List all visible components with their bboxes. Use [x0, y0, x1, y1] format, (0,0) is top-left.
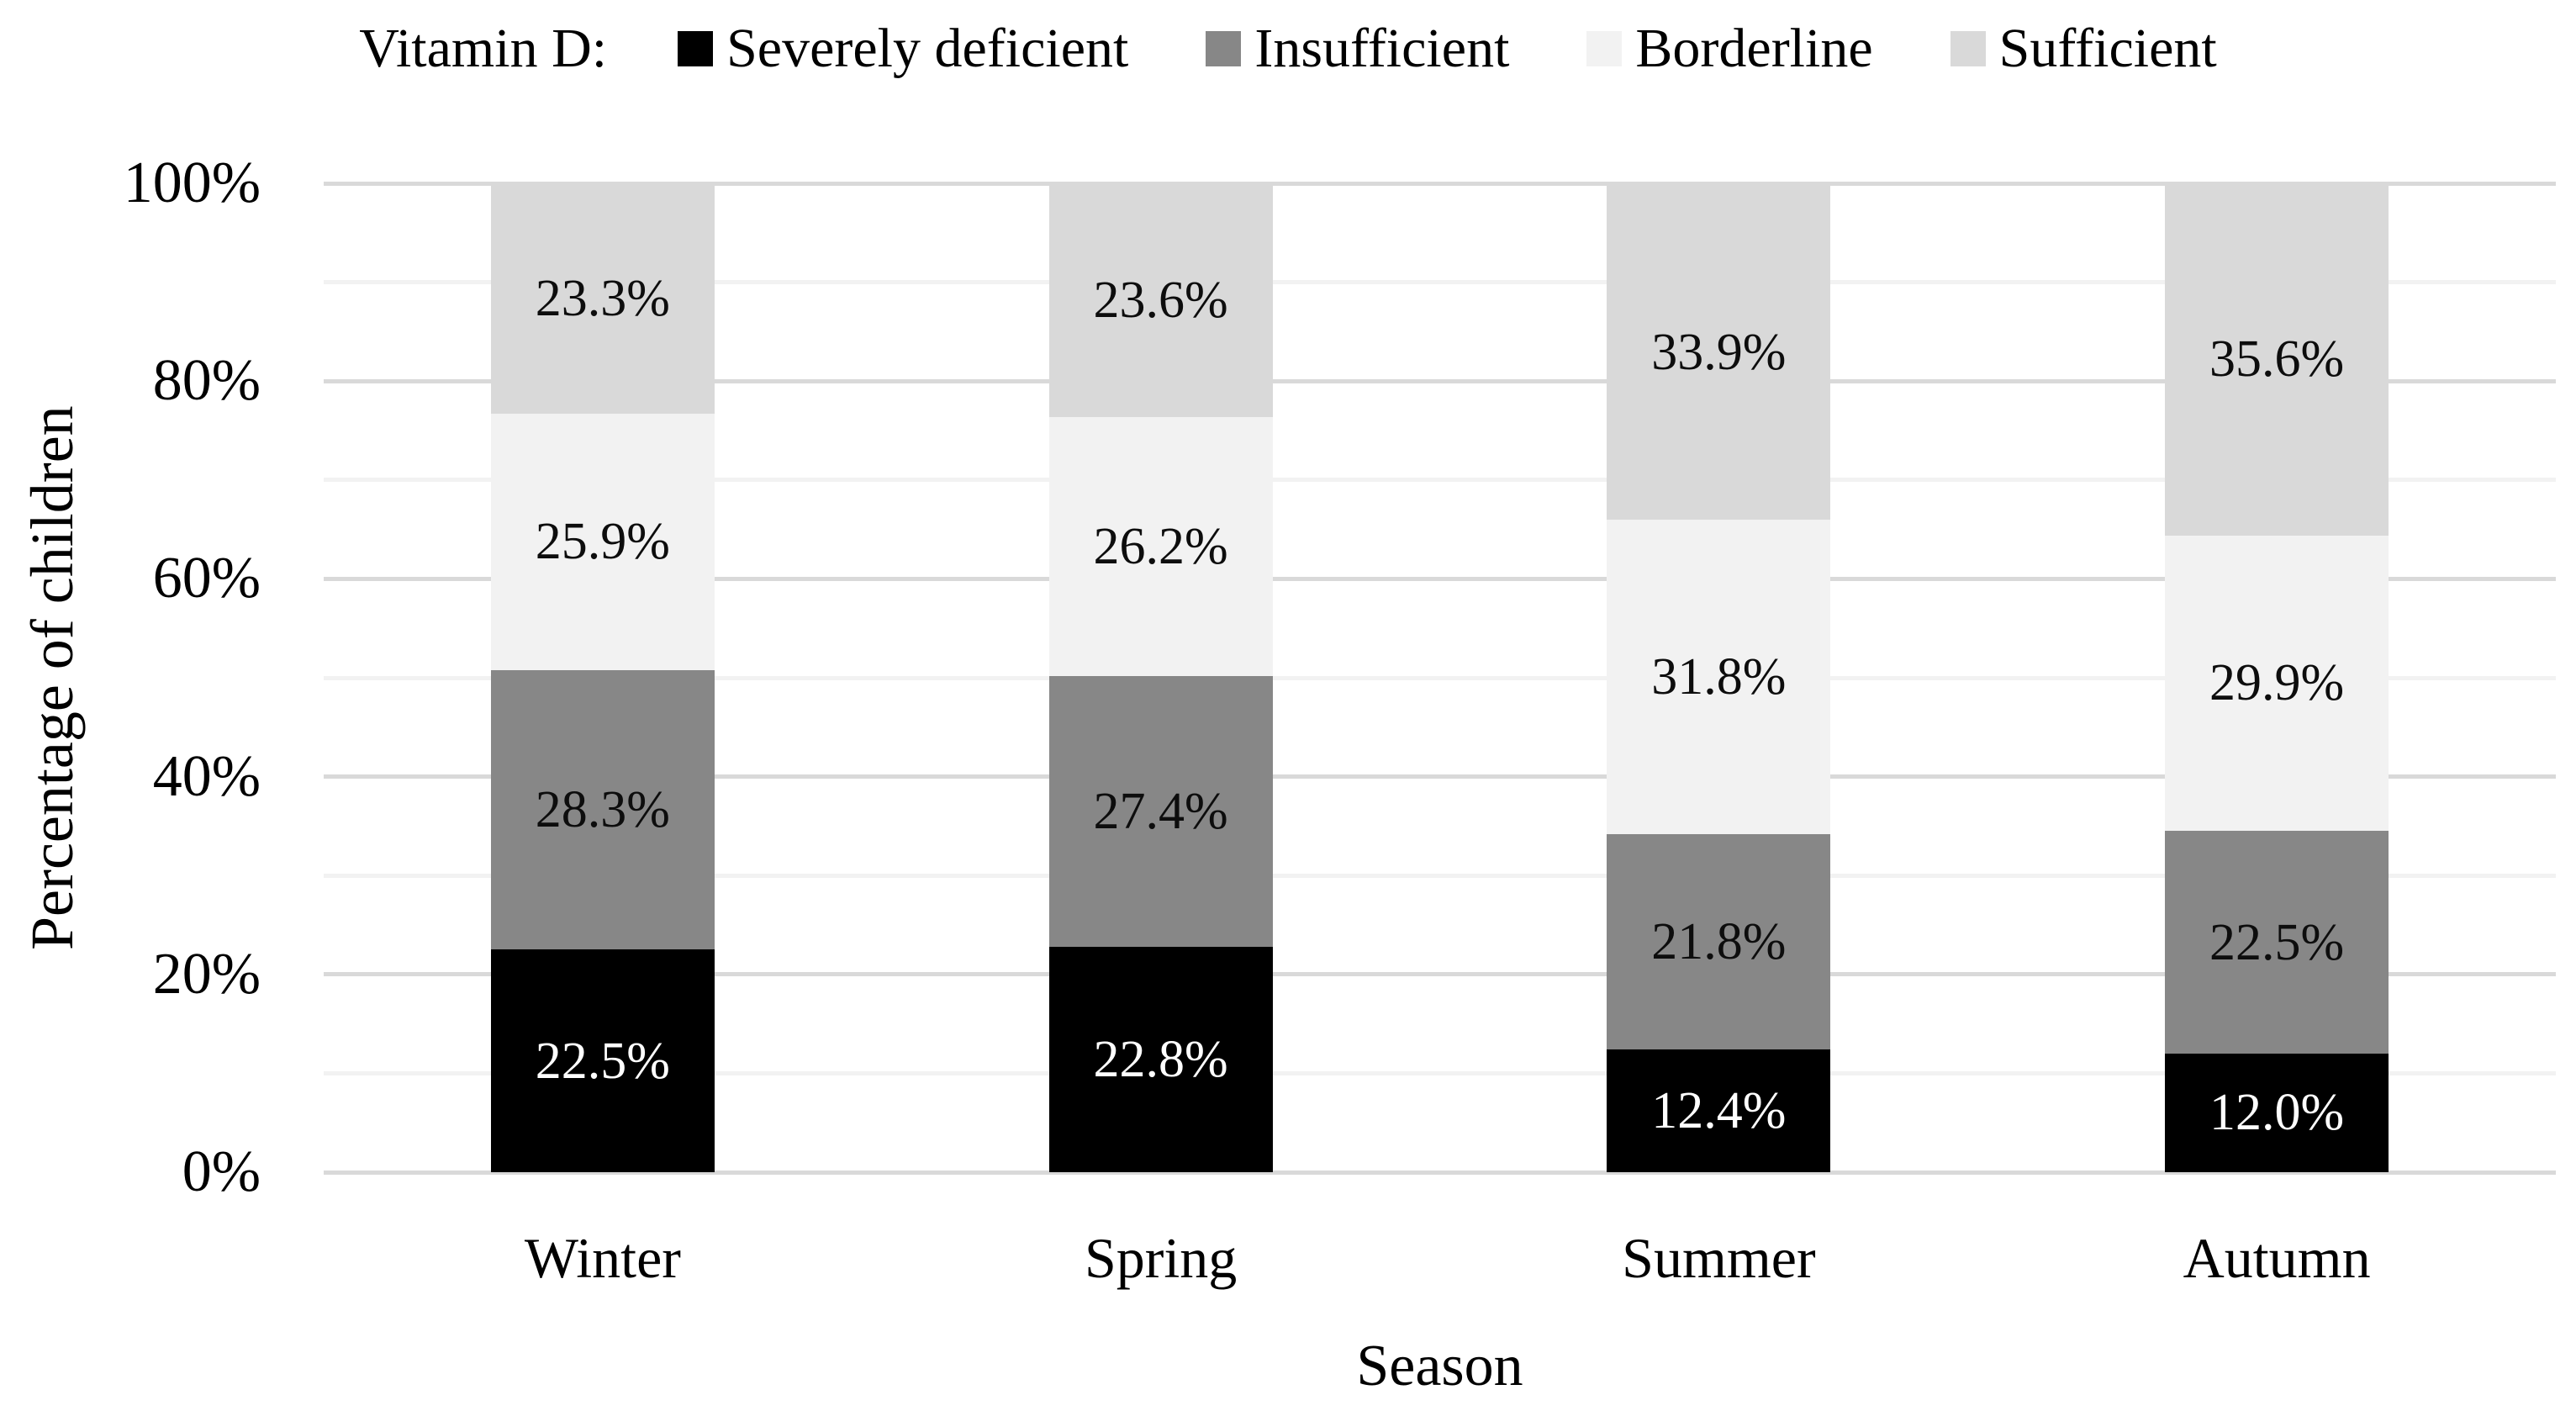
minor-gridline: [324, 280, 2556, 285]
x-axis-title: Season: [1356, 1334, 1523, 1398]
data-label: 12.0%: [2209, 1084, 2345, 1142]
major-gridline: [324, 774, 2556, 779]
legend-swatch-icon: [678, 31, 714, 66]
segment-severely-deficient: 12.4%: [1607, 1049, 1831, 1172]
minor-gridline: [324, 1070, 2556, 1075]
legend-item-borderline: Borderline: [1586, 18, 1873, 79]
data-label: 27.4%: [1093, 782, 1228, 840]
data-label: 35.6%: [2209, 330, 2345, 388]
minor-gridline: [324, 478, 2556, 483]
data-label: 28.3%: [535, 781, 670, 838]
segment-sufficient: 35.6%: [2165, 183, 2389, 536]
legend-item-label: Severely deficient: [726, 18, 1129, 79]
data-label: 23.6%: [1093, 271, 1228, 329]
y-tick-label: 60%: [152, 546, 261, 611]
minor-gridline: [324, 873, 2556, 878]
minor-gridline: [324, 675, 2556, 680]
stacked-bar-summer: 33.9% 31.8% 21.8% 12.4%: [1607, 184, 1831, 1172]
x-category-label: Spring: [1084, 1226, 1238, 1290]
data-label: 29.9%: [2209, 654, 2345, 712]
segment-sufficient: 23.6%: [1048, 183, 1273, 417]
x-category-label: Winter: [524, 1226, 681, 1290]
segment-insufficient: 28.3%: [490, 669, 715, 950]
data-label: 25.9%: [535, 513, 670, 571]
data-label: 22.5%: [535, 1032, 670, 1090]
legend-item-insufficient: Insufficient: [1206, 21, 1509, 77]
y-tick-label: 0%: [182, 1139, 261, 1204]
segment-insufficient: 22.5%: [2165, 831, 2389, 1054]
data-label: 22.8%: [1093, 1030, 1228, 1088]
stacked-bar-spring: 23.6% 26.2% 27.4% 22.8%: [1048, 183, 1273, 1172]
segment-borderline: 25.9%: [490, 414, 715, 670]
major-gridline: [324, 181, 2556, 186]
data-label: 26.2%: [1093, 517, 1228, 575]
y-tick-label: 100%: [123, 151, 261, 215]
major-gridline: [324, 972, 2556, 977]
data-label: 23.3%: [535, 270, 670, 328]
major-gridline: [324, 378, 2556, 383]
major-gridline: [324, 1170, 2556, 1175]
segment-insufficient: 27.4%: [1048, 675, 1273, 947]
legend-title: Vitamin D:: [359, 18, 608, 79]
legend-item-label: Insufficient: [1254, 18, 1510, 79]
segment-severely-deficient: 22.5%: [490, 949, 715, 1172]
y-axis-title: Percentage of children: [18, 405, 86, 950]
legend-swatch-icon: [1586, 31, 1623, 66]
legend-item-label: Sufficient: [1998, 18, 2217, 79]
segment-insufficient: 21.8%: [1607, 833, 1831, 1050]
legend-swatch-icon: [1206, 31, 1242, 66]
stacked-bar-autumn: 35.6% 29.9% 22.5% 12.0%: [2165, 183, 2389, 1172]
x-category-label: Summer: [1622, 1226, 1816, 1290]
data-label: 33.9%: [1651, 323, 1787, 381]
y-tick-label: 40%: [152, 743, 261, 809]
segment-sufficient: 23.3%: [490, 183, 715, 415]
segment-severely-deficient: 22.8%: [1048, 946, 1273, 1172]
segment-severely-deficient: 12.0%: [2165, 1053, 2389, 1172]
plot-area: 23.3% 25.9% 28.3% 22.5% 23.6% 26.2% 27.4% 22.8%…: [324, 181, 2556, 1175]
legend: Vitamin D: Severely deficient Insufficien…: [0, 5, 2576, 92]
major-gridline: [324, 576, 2556, 581]
segment-borderline: 26.2%: [1048, 416, 1273, 676]
x-category-label: Autumn: [2183, 1226, 2371, 1290]
data-label: 21.8%: [1651, 913, 1787, 970]
stacked-bar-winter: 23.3% 25.9% 28.3% 22.5%: [490, 183, 715, 1172]
legend-swatch-icon: [1950, 31, 1986, 66]
y-tick-label: 80%: [152, 348, 261, 414]
data-label: 31.8%: [1651, 647, 1787, 706]
legend-item-severely-deficient: Severely deficient: [678, 21, 1128, 77]
segment-sufficient: 33.9%: [1607, 184, 1831, 520]
legend-item-sufficient: Sufficient: [1950, 21, 2217, 77]
data-label: 12.4%: [1651, 1082, 1787, 1140]
y-tick-label: 20%: [152, 941, 261, 1007]
data-label: 22.5%: [2209, 913, 2345, 971]
legend-item-label: Borderline: [1635, 18, 1873, 79]
segment-borderline: 29.9%: [2165, 535, 2389, 832]
segment-borderline: 31.8%: [1607, 519, 1831, 834]
